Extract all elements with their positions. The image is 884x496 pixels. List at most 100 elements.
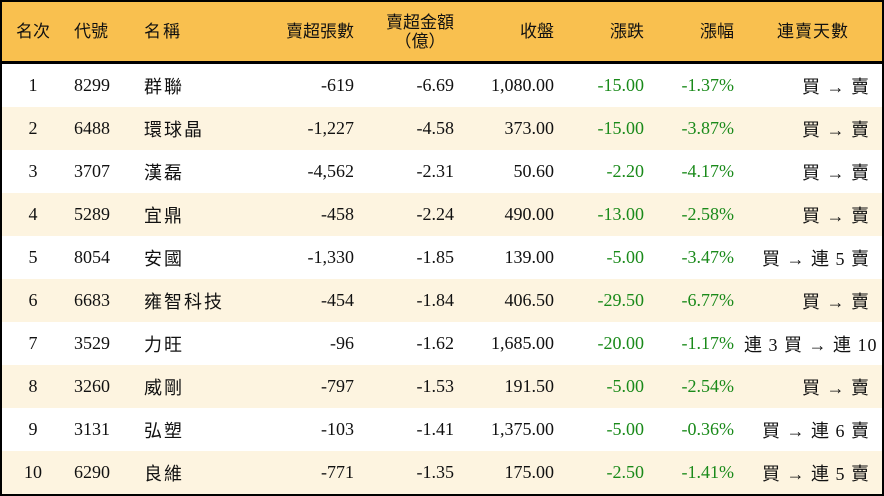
cell-net-sell-amount: -6.69	[416, 75, 455, 95]
cell-streak: 買 → 賣	[802, 162, 870, 183]
cell-streak: 買 → 賣	[802, 119, 870, 140]
cell-rank: 8	[28, 376, 38, 396]
cell-code: 6488	[74, 118, 110, 138]
cell-net-sell-amount: -1.41	[416, 419, 455, 439]
table-row: 4 5289 宜鼎 -458 -2.24 490.00 -13.00 -2.58…	[2, 193, 882, 236]
header-net-sell-amount: 賣超金額 （億）	[364, 2, 464, 61]
cell-close: 1,375.00	[491, 419, 554, 439]
cell-change-pct: -1.41%	[681, 462, 735, 482]
cell-change: -20.00	[597, 333, 645, 353]
cell-net-sell-amount: -2.24	[416, 204, 455, 224]
cell-change: -5.00	[606, 376, 645, 396]
cell-close: 191.50	[504, 376, 555, 396]
cell-code: 6683	[74, 290, 110, 310]
cell-rank: 10	[24, 462, 42, 482]
table-row: 1 8299 群聯 -619 -6.69 1,080.00 -15.00 -1.…	[2, 64, 882, 107]
cell-close: 175.00	[504, 462, 555, 482]
cell-name: 良維	[144, 463, 184, 484]
cell-name: 漢磊	[144, 162, 184, 183]
cell-net-sell-shares: -4,562	[307, 161, 355, 181]
cell-net-sell-shares: -103	[321, 419, 354, 439]
cell-change-pct: -1.37%	[681, 75, 735, 95]
cell-rank: 4	[28, 204, 38, 224]
header-streak: 連賣天數	[777, 22, 849, 41]
cell-net-sell-shares: -797	[321, 376, 354, 396]
table-row: 6 6683 雍智科技 -454 -1.84 406.50 -29.50 -6.…	[2, 279, 882, 322]
cell-name: 威剛	[144, 377, 184, 398]
cell-net-sell-shares: -619	[321, 75, 354, 95]
cell-rank: 3	[28, 161, 38, 181]
cell-name: 安國	[144, 248, 184, 269]
cell-change-pct: -2.58%	[681, 204, 735, 224]
cell-streak: 買 → 賣	[802, 377, 870, 398]
table-row: 10 6290 良維 -771 -1.35 175.00 -2.50 -1.41…	[2, 451, 882, 494]
cell-name: 弘塑	[144, 420, 184, 441]
cell-rank: 1	[28, 75, 38, 95]
table-row: 2 6488 環球晶 -1,227 -4.58 373.00 -15.00 -3…	[2, 107, 882, 150]
cell-net-sell-shares: -458	[321, 204, 354, 224]
cell-name: 宜鼎	[144, 205, 184, 226]
cell-net-sell-amount: -1.62	[416, 333, 455, 353]
table-row: 5 8054 安國 -1,330 -1.85 139.00 -5.00 -3.4…	[2, 236, 882, 279]
cell-net-sell-shares: -96	[330, 333, 354, 353]
header-change: 漲跌	[610, 22, 644, 41]
cell-change: -29.50	[597, 290, 645, 310]
cell-net-sell-amount: -1.53	[416, 376, 455, 396]
cell-rank: 2	[28, 118, 38, 138]
cell-change: -13.00	[597, 204, 645, 224]
cell-net-sell-amount: -1.35	[416, 462, 455, 482]
cell-code: 8054	[74, 247, 110, 267]
header-close: 收盤	[520, 22, 554, 41]
cell-streak: 買 → 賣	[802, 76, 870, 97]
cell-change: -2.20	[606, 161, 645, 181]
cell-change-pct: -2.54%	[681, 376, 735, 396]
cell-change: -2.50	[606, 462, 645, 482]
cell-code: 3131	[74, 419, 110, 439]
table-row: 3 3707 漢磊 -4,562 -2.31 50.60 -2.20 -4.17…	[2, 150, 882, 193]
cell-change-pct: -1.17%	[681, 333, 735, 353]
cell-net-sell-amount: -1.85	[416, 247, 455, 267]
cell-close: 373.00	[504, 118, 555, 138]
cell-net-sell-shares: -1,227	[307, 118, 355, 138]
cell-change-pct: -6.77%	[681, 290, 735, 310]
table-row: 8 3260 威剛 -797 -1.53 191.50 -5.00 -2.54%…	[2, 365, 882, 408]
header-name: 名稱	[144, 22, 182, 41]
cell-net-sell-shares: -454	[321, 290, 354, 310]
cell-streak: 買 → 連 5 賣	[762, 248, 870, 269]
cell-rank: 5	[28, 247, 38, 267]
cell-code: 8299	[74, 75, 110, 95]
cell-name: 群聯	[144, 76, 184, 97]
cell-code: 3529	[74, 333, 110, 353]
cell-change: -5.00	[606, 247, 645, 267]
cell-net-sell-shares: -1,330	[307, 247, 355, 267]
cell-change: -5.00	[606, 419, 645, 439]
cell-change-pct: -0.36%	[681, 419, 735, 439]
cell-name: 力旺	[144, 334, 184, 355]
cell-streak: 買 → 賣	[802, 205, 870, 226]
header-rank: 名次	[16, 22, 50, 41]
cell-streak: 買 → 賣	[802, 291, 870, 312]
cell-net-sell-amount: -1.84	[416, 290, 455, 310]
table-body: 1 8299 群聯 -619 -6.69 1,080.00 -15.00 -1.…	[2, 64, 884, 494]
cell-close: 1,685.00	[491, 333, 554, 353]
header-net-sell-amount-line1: 賣超金額	[386, 12, 454, 32]
cell-rank: 7	[28, 333, 38, 353]
cell-change-pct: -3.87%	[681, 118, 735, 138]
cell-close: 50.60	[513, 161, 555, 181]
header-code: 代號	[74, 22, 108, 41]
cell-change-pct: -3.47%	[681, 247, 735, 267]
table-header: 名次 代號 名稱 賣超張數 賣超金額 （億） 收盤 漲跌 漲幅 連賣天數	[2, 2, 882, 61]
cell-close: 406.50	[504, 290, 555, 310]
cell-rank: 6	[28, 290, 38, 310]
cell-name: 雍智科技	[144, 291, 224, 312]
header-divider	[2, 61, 882, 64]
cell-streak: 連 3 買 → 連 10 賣	[744, 334, 884, 355]
cell-code: 6290	[74, 462, 110, 482]
table-row: 9 3131 弘塑 -103 -1.41 1,375.00 -5.00 -0.3…	[2, 408, 882, 451]
cell-rank: 9	[28, 419, 38, 439]
cell-change-pct: -4.17%	[681, 161, 735, 181]
cell-change: -15.00	[597, 75, 645, 95]
cell-code: 5289	[74, 204, 110, 224]
